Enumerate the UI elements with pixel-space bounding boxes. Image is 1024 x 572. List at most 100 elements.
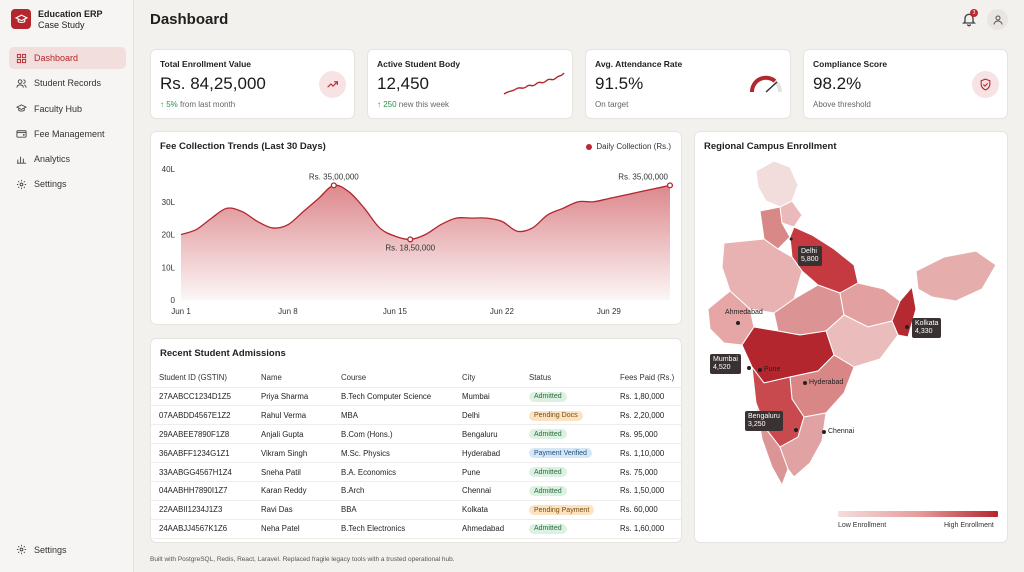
table-cell: Rs. 60,000 xyxy=(612,500,681,520)
sidebar: Education ERP Case Study Dashboard Stude… xyxy=(0,0,134,572)
table-cell: Admitted xyxy=(521,481,612,501)
series-line xyxy=(180,184,671,241)
shield-check-icon xyxy=(972,71,999,98)
sidebar-item-settings[interactable]: Settings xyxy=(9,173,126,195)
city-name: Delhi xyxy=(801,248,817,255)
map-dot-kolkata xyxy=(905,325,909,329)
table-cell: 33AABGG4567H1Z4 xyxy=(151,462,253,482)
india-map[interactable]: ● xyxy=(694,131,1008,543)
table-cell: Rs. 95,000 xyxy=(612,424,681,445)
kpi-sub: Above threshold xyxy=(813,100,871,109)
sidebar-item-faculty-hub[interactable]: Faculty Hub xyxy=(9,98,126,120)
map-city-ahmedabad: Ahmedabad xyxy=(725,309,763,316)
sidebar-item-analytics[interactable]: Analytics xyxy=(9,148,126,170)
data-label: Rs. 18,50,000 xyxy=(385,243,435,252)
table-cell: Priya Sharma xyxy=(253,387,333,407)
table-cell: B.Tech Electronics xyxy=(333,519,454,539)
table-cell: Ahmedabad xyxy=(454,519,521,539)
sidebar-bottom-settings[interactable]: Settings xyxy=(16,544,67,555)
table-cell: Chennai xyxy=(454,481,521,501)
table-cell: BBA xyxy=(333,500,454,520)
sidebar-item-label: Fee Management xyxy=(34,128,105,139)
table-row[interactable]: 24AABJJ4567K1Z6 Neha Patel B.Tech Electron… xyxy=(151,519,681,539)
x-tick-label: Jun 15 xyxy=(383,307,408,316)
legend-low-label: Low Enrollment xyxy=(838,522,887,529)
table-cell: Rs. 2,20,000 xyxy=(612,405,681,426)
graduation-cap-logo-icon xyxy=(11,9,31,29)
table-cell: 07AABDD4567E1Z2 xyxy=(151,405,253,426)
kpi-sub: On target xyxy=(595,100,628,109)
column-header[interactable]: Name xyxy=(253,369,333,388)
table-cell: Admitted xyxy=(521,462,612,482)
map-dot-pune xyxy=(758,368,762,372)
data-label: Rs. 35,00,000 xyxy=(309,172,359,181)
wallet-icon xyxy=(16,130,27,139)
table-row[interactable]: 22AABII1234J1Z3 Ravi Das BBA Kolkata Pending… xyxy=(151,500,681,520)
table-row[interactable]: 36AABFF1234G1Z1 Vikram Singh M.Sc. Physics… xyxy=(151,443,681,464)
sidebar-item-label: Analytics xyxy=(34,154,71,165)
kpi-delta: ↑ 5% xyxy=(160,100,178,109)
table-header-row: Student ID (GSTIN) Name Course City Stat… xyxy=(151,369,681,388)
map-callout-kolkata[interactable]: Kolkata 4,330 xyxy=(912,318,942,338)
table-cell: Ravi Das xyxy=(253,500,333,520)
notification-badge: 3 xyxy=(970,9,978,17)
column-header[interactable]: Status xyxy=(521,369,612,388)
city-value: 3,250 xyxy=(748,421,766,428)
table-cell: Vikram Singh xyxy=(253,443,333,464)
kpi-card-compliance: Compliance Score 98.2% Above threshold xyxy=(803,49,1008,119)
kpi-card-active-students: Active Student Body 12,450 ↑ 250 new thi… xyxy=(367,49,573,119)
table-cell: 36AABFF1234G1Z1 xyxy=(151,443,253,464)
sidebar-item-dashboard[interactable]: Dashboard xyxy=(9,47,126,69)
column-header[interactable]: City xyxy=(454,369,521,388)
y-tick-label: 10L xyxy=(162,263,176,272)
table-cell: Admitted xyxy=(521,424,612,445)
kpi-delta: ↑ 250 xyxy=(377,100,397,109)
sidebar-item-label: Student Records xyxy=(34,78,102,89)
sidebar-nav: Dashboard Student Records Faculty Hub Fe… xyxy=(9,47,126,199)
table-cell: M.Sc. Physics xyxy=(333,443,454,464)
sidebar-item-label: Settings xyxy=(34,179,67,190)
table-row[interactable]: 04AABHH7890I1Z7 Karan Reddy B.Arch Chennai A… xyxy=(151,481,681,501)
table-cell: B.A. Economics xyxy=(333,462,454,482)
x-tick-label: Jun 22 xyxy=(490,307,515,316)
map-callout-delhi[interactable]: Delhi 5,800 xyxy=(798,246,822,266)
kpi-delta-text: new this week xyxy=(396,100,450,109)
kpi-delta-text: Above threshold xyxy=(813,100,871,109)
sidebar-item-student-records[interactable]: Student Records xyxy=(9,72,126,94)
admissions-card: Recent Student Admissions Student ID (GS… xyxy=(150,338,682,543)
table-row[interactable]: 33AABGG4567H1Z4 Sneha Patil B.A. Economics… xyxy=(151,462,681,482)
table-row[interactable]: 29AABEE7890F1Z8 Anjali Gupta B.Com (Hons.)… xyxy=(151,424,681,445)
table-row[interactable]: 07AABDD4567E1Z2 Rahul Verma MBA Delhi Pendin… xyxy=(151,405,681,426)
avatar[interactable] xyxy=(987,9,1008,30)
map-dot-mumbai xyxy=(747,366,751,370)
sidebar-item-label: Dashboard xyxy=(34,53,79,63)
map-callout-bengaluru[interactable]: Bengaluru 3,250 xyxy=(745,411,783,431)
table-cell: Rahul Verma xyxy=(253,405,333,426)
admissions-title: Recent Student Admissions xyxy=(160,348,286,359)
city-name: Mumbai xyxy=(713,356,738,363)
status-badge: Admitted xyxy=(529,467,567,478)
footer-note: Built with PostgreSQL, Redis, React, Lar… xyxy=(150,556,455,563)
page-title: Dashboard xyxy=(150,11,229,28)
city-value: 4,330 xyxy=(915,328,933,335)
column-header[interactable]: Student ID (GSTIN) xyxy=(151,369,253,388)
table-row[interactable]: 27AABCC1234D1Z5 Priya Sharma B.Tech Comput… xyxy=(151,387,681,407)
map-city-delhi-dot: ● xyxy=(789,236,793,243)
column-header[interactable]: Course xyxy=(333,369,454,388)
map-callout-mumbai[interactable]: Mumbai 4,520 xyxy=(710,354,741,374)
annotated-point xyxy=(330,182,337,189)
brand[interactable]: Education ERP Case Study xyxy=(11,9,103,31)
map-dot-bengaluru xyxy=(794,428,798,432)
column-header[interactable]: Fees Paid (Rs.) xyxy=(612,369,681,388)
map-city-chennai: Chennai xyxy=(828,428,855,435)
map-dot-hyderabad xyxy=(803,381,807,385)
bar-chart-icon xyxy=(16,156,27,164)
table-cell: Kolkata xyxy=(454,500,521,520)
map-city-pune: Pune xyxy=(764,366,781,373)
table-cell: B.Arch xyxy=(333,481,454,501)
region-himachal xyxy=(779,200,803,228)
sidebar-item-fee-management[interactable]: Fee Management xyxy=(9,123,126,145)
city-name: Bengaluru xyxy=(748,413,780,420)
region-kashmir xyxy=(755,160,799,208)
trending-up-icon xyxy=(319,71,346,98)
